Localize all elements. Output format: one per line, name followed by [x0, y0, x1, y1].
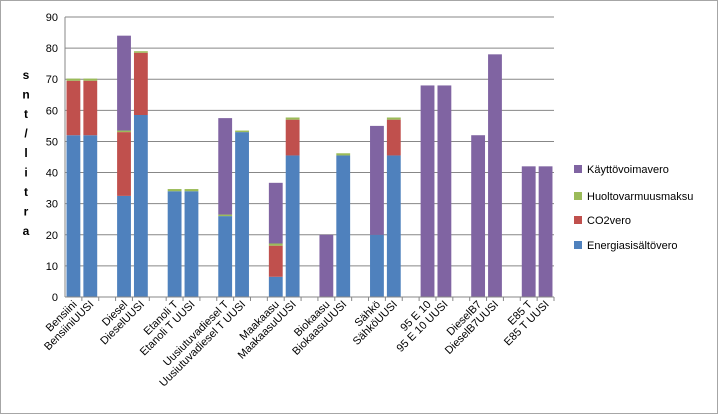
bar-segment [117, 195, 131, 297]
bar-segment [268, 276, 283, 297]
bar-segment [285, 155, 300, 297]
legend-entry: Huoltovarmuusmaksu [587, 191, 693, 203]
legend-entry: Energiasisältövero [587, 240, 678, 252]
bar-segment [133, 52, 148, 115]
y-axis-label-char: / [24, 127, 28, 141]
y-tick-label: 50 [46, 136, 58, 148]
bars [66, 35, 553, 298]
bar-segment [386, 119, 401, 156]
bar-segment [184, 189, 199, 192]
bar-segment [386, 155, 401, 297]
bar-segment [83, 135, 98, 297]
bar-segment [336, 155, 351, 297]
bar-segment [319, 234, 334, 297]
bar-segment [218, 216, 233, 297]
y-tick-label: 60 [46, 105, 58, 117]
bar-segment [83, 80, 98, 136]
bar-segment [66, 78, 81, 81]
bar-segment [268, 245, 283, 277]
bar-segment [218, 214, 233, 217]
axes [64, 17, 555, 301]
y-tick-label: 10 [46, 261, 58, 273]
bar-segment [268, 182, 283, 244]
y-tick-label: 40 [46, 168, 58, 180]
y-tick-label: 0 [52, 292, 58, 304]
bar-segment [420, 85, 435, 297]
bar-segment [336, 153, 351, 156]
legend-swatch [574, 165, 582, 173]
y-tick-label: 90 [46, 12, 58, 24]
y-tick-label: 20 [46, 230, 58, 242]
bar-segment [538, 166, 553, 297]
bar-segment [285, 117, 300, 120]
legend-swatch [574, 241, 582, 249]
bar-segment [218, 118, 233, 215]
bar-segment [386, 117, 401, 120]
legend-swatch [574, 192, 582, 200]
bar-segment [437, 85, 452, 297]
y-axis-label-char: r [24, 205, 29, 219]
bar-segment [117, 35, 131, 131]
bar-segment [268, 243, 283, 246]
y-tick-label: 80 [46, 43, 58, 55]
bar-segment [370, 125, 384, 235]
y-axis-label-char: a [23, 224, 30, 238]
y-axis-label-char: t [24, 107, 28, 121]
bar-segment [235, 130, 249, 133]
bar-segment [83, 78, 98, 81]
bar-segment [521, 166, 536, 297]
bar-segment [133, 51, 148, 53]
bar-segment [471, 135, 486, 297]
y-tick-label: 30 [46, 199, 58, 211]
y-axis-label-char: s [23, 68, 30, 82]
legend-entry: Käyttövoimavero [587, 164, 669, 176]
bar-segment [167, 191, 182, 297]
legend-entry: CO2vero [587, 215, 631, 227]
bar-segment [167, 189, 182, 192]
bar-segment [235, 132, 249, 297]
bar-segment [66, 80, 81, 136]
bar-segment [133, 115, 148, 297]
bar-segment [488, 54, 502, 298]
bar-segment [66, 135, 81, 297]
legend: Käyttövoimavero Huoltovarmuusmaksu CO2vero… [574, 164, 693, 252]
bar-segment [370, 234, 384, 297]
bar-segment [285, 119, 300, 156]
y-axis-label-char: n [22, 88, 29, 102]
y-axis-label-char: l [24, 146, 27, 160]
y-axis-label-char: i [24, 166, 27, 180]
bar-segment [117, 130, 131, 133]
y-axis-label-char: t [24, 185, 28, 199]
y-tick-labels: 0 10 20 30 40 50 60 70 80 90 [46, 12, 58, 304]
bar-segment [117, 132, 131, 196]
legend-swatch [574, 216, 582, 224]
bar-segment [184, 191, 199, 297]
y-tick-label: 70 [46, 74, 58, 86]
